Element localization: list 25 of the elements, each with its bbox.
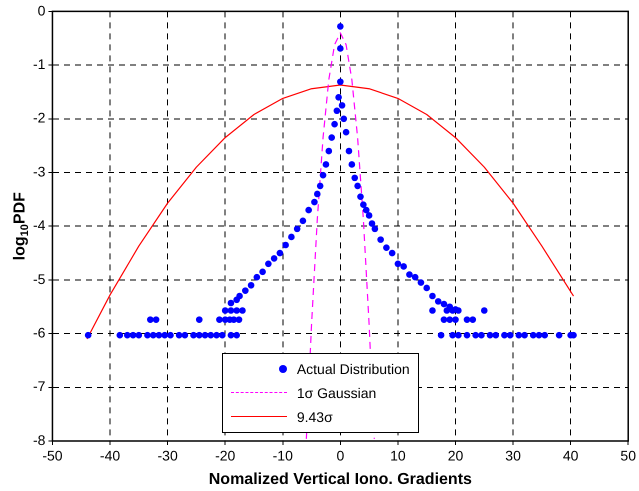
x-tick-label: -10 [272, 447, 294, 464]
y-tick-label: -2 [32, 110, 46, 126]
y-tick-label: -6 [32, 324, 46, 340]
y-tick-label: -5 [32, 270, 46, 287]
y-axis-title: log10PDF [11, 192, 32, 260]
x-tick-label: -20 [215, 447, 236, 464]
x-tick-label: 10 [390, 447, 406, 464]
x-tick-label: 20 [448, 447, 464, 464]
x-tick-label: 0 [336, 447, 344, 464]
y-tick-label: -3 [32, 163, 46, 180]
y-tick-label: -4 [32, 217, 46, 234]
x-axis-title: Nomalized Vertical Iono. Gradients [208, 470, 472, 488]
x-tick-label: 30 [505, 447, 522, 464]
x-tick-label: 40 [562, 447, 579, 464]
y-tick-label: -1 [32, 56, 46, 72]
legend-label: Actual Distribution [296, 361, 410, 377]
legend-label: 9.43σ [296, 409, 333, 425]
x-tick-label: -50 [42, 447, 63, 464]
x-tick-label: -40 [100, 447, 120, 464]
y-tick-label: 0 [38, 2, 46, 18]
y-tick-label: -8 [32, 432, 46, 448]
x-tick-label: 50 [620, 447, 636, 464]
x-tick-label: -30 [157, 447, 178, 464]
legend-label: 1σ Gaussian [296, 385, 376, 401]
y-tick-label: -7 [32, 378, 46, 394]
